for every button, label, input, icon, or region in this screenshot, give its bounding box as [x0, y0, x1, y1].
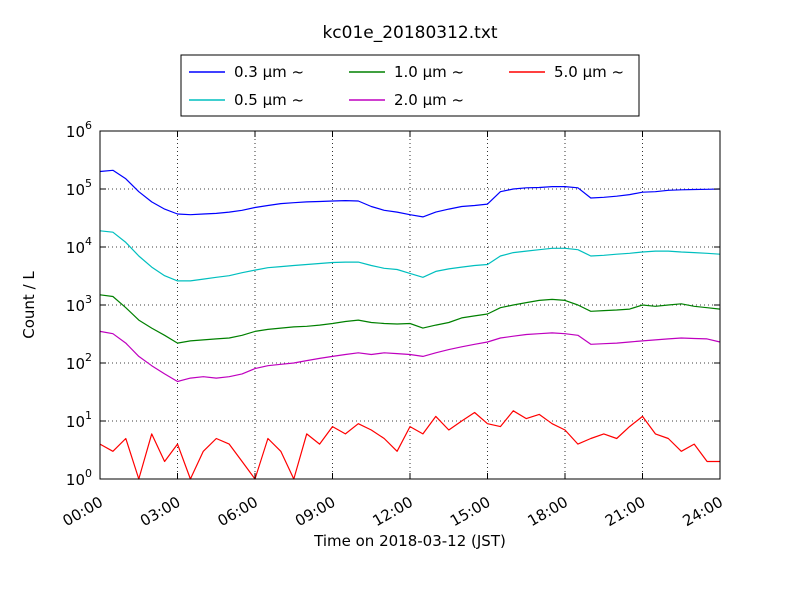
legend-label-4: 5.0 µm ~: [554, 63, 624, 81]
series-line-2: [99, 294, 721, 344]
x-tick-label: 03:00: [137, 493, 183, 530]
legend-label-0: 0.3 µm ~: [234, 63, 304, 81]
legend-label-1: 0.5 µm ~: [234, 91, 304, 109]
legend-box: [180, 54, 640, 117]
series-line-4: [99, 410, 720, 480]
y-tick-label: 100: [66, 467, 92, 489]
series-line-0: [99, 169, 721, 218]
x-tick-label: 00:00: [60, 493, 106, 530]
x-tick-label: 18:00: [525, 493, 571, 530]
x-tick-label: 24:00: [680, 493, 726, 530]
y-tick-label: 104: [66, 235, 92, 257]
series-layer: [99, 169, 721, 480]
y-tick-label: 102: [66, 351, 92, 373]
x-axis-label: Time on 2018-03-12 (JST): [313, 532, 506, 550]
legend-label-3: 2.0 µm ~: [394, 91, 464, 109]
y-axis-label: Count / L: [20, 271, 38, 339]
series-line-1: [99, 230, 721, 282]
series-line-3: [99, 330, 721, 383]
legend: 0.3 µm ~ 0.5 µm ~ 1.0 µm ~ 2.0 µm ~ 5.0 µm ~: [180, 54, 640, 117]
x-tick-label: 12:00: [370, 493, 416, 530]
y-tick-label: 105: [66, 177, 92, 199]
x-tick-label: 06:00: [215, 493, 261, 530]
chart-title: kc01e_20180312.txt: [322, 23, 497, 43]
y-tick-label: 101: [66, 409, 92, 431]
grid: [100, 131, 720, 479]
x-tick-label: 21:00: [602, 493, 648, 530]
x-tick-label: 09:00: [292, 493, 338, 530]
y-tick-label: 106: [66, 119, 92, 141]
y-tick-label: 103: [66, 293, 92, 315]
x-tick-label: 15:00: [447, 493, 493, 530]
legend-label-2: 1.0 µm ~: [394, 63, 464, 81]
